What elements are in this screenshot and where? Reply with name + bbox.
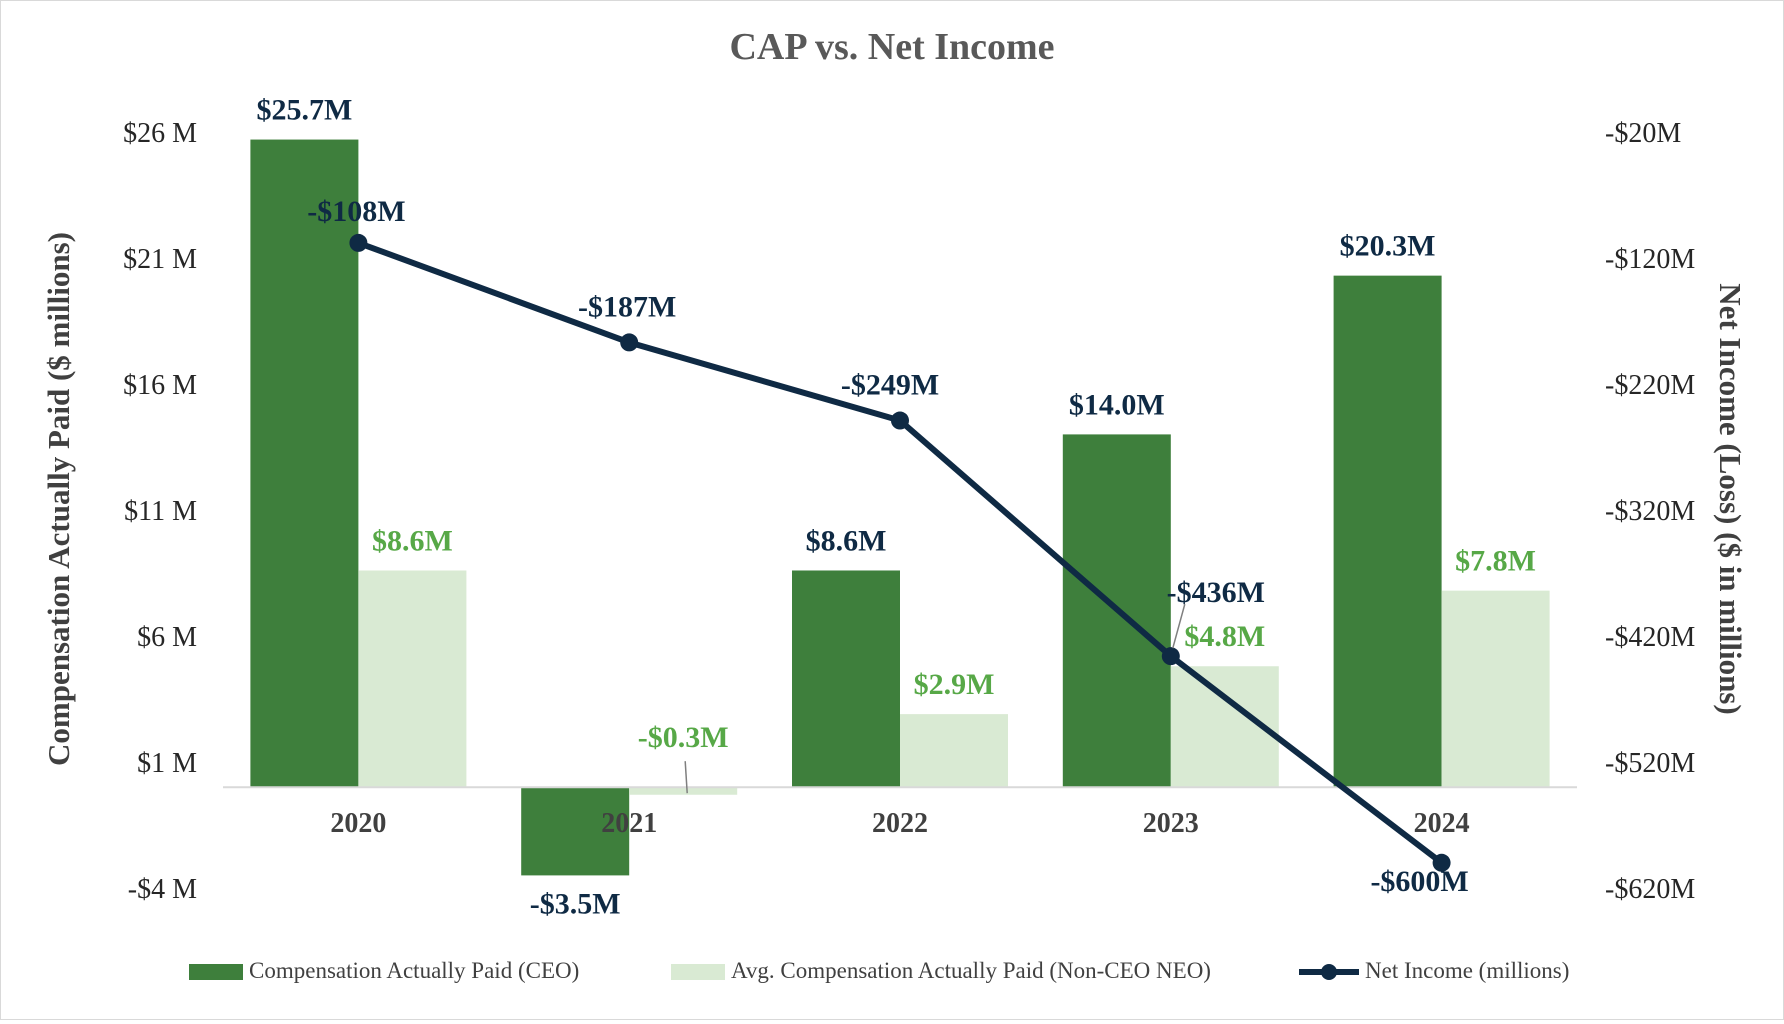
right-axis-tick: -$220M (1605, 370, 1695, 401)
legend-label-net-income: Net Income (millions) (1365, 958, 1569, 983)
ceo-cap-data-label: $20.3M (1340, 230, 1436, 263)
left-axis-tick: $1 M (137, 748, 197, 779)
neo-cap-bar (629, 787, 738, 795)
net-income-data-label: -$187M (578, 290, 676, 323)
neo-cap-data-label: $7.8M (1455, 545, 1536, 578)
x-axis-tick: 2022 (872, 808, 928, 839)
neo-cap-data-label: -$0.3M (638, 721, 729, 754)
right-axis-tick: -$320M (1605, 496, 1695, 527)
net-income-label-leader-line (1172, 603, 1186, 649)
legend-label-ceo: Compensation Actually Paid (CEO) (249, 958, 579, 983)
left-axis-tick: $21 M (123, 244, 197, 275)
right-axis-tick: -$20M (1605, 118, 1681, 149)
ceo-cap-bar (792, 570, 900, 788)
neo-cap-bar (1441, 590, 1550, 788)
net-income-data-label: -$249M (841, 369, 939, 402)
right-axis-tick: -$420M (1605, 622, 1695, 653)
neo-label-leader-line (684, 761, 688, 794)
left-axis-tick: $26 M (123, 118, 197, 149)
left-axis-tick: $16 M (123, 370, 197, 401)
neo-cap-bar (900, 714, 1008, 788)
ceo-cap-bar (250, 139, 359, 788)
ceo-cap-bar (521, 787, 630, 876)
legend-swatch-ceo (189, 964, 243, 980)
x-axis-tick: 2021 (601, 808, 657, 839)
net-income-data-label: -$600M (1370, 865, 1468, 898)
x-axis-tick: 2024 (1414, 808, 1470, 839)
net-income-point (891, 411, 909, 430)
left-axis-tick: $6 M (137, 622, 197, 653)
net-income-point (1161, 647, 1180, 666)
right-axis-title: Net Income (Loss) ($ in millions) (1713, 283, 1748, 714)
legend-label-neo: Avg. Compensation Actually Paid (Non-CEO… (731, 958, 1211, 983)
right-axis-tick: -$120M (1605, 244, 1695, 275)
neo-cap-data-label: $8.6M (372, 524, 453, 557)
legend-swatch-net-income-marker (1321, 964, 1337, 980)
ceo-cap-data-label: $8.6M (806, 524, 887, 557)
legend-swatch-neo (671, 964, 725, 980)
right-axis-tick: -$620M (1605, 874, 1695, 905)
ceo-cap-data-label: -$3.5M (530, 887, 621, 920)
left-axis-tick: $11 M (124, 496, 197, 527)
neo-cap-data-label: $2.9M (914, 668, 995, 701)
x-axis-tick: 2023 (1143, 808, 1199, 839)
net-income-data-label: -$436M (1167, 576, 1265, 609)
net-income-point (620, 333, 639, 352)
x-axis-tick: 2020 (330, 808, 386, 839)
net-income-data-label: -$108M (307, 195, 405, 228)
net-income-point (349, 233, 368, 252)
neo-cap-data-label: $4.8M (1184, 620, 1265, 653)
left-axis-title: Compensation Actually Paid ($ millions) (41, 232, 76, 766)
left-axis-tick: -$4 M (128, 874, 197, 905)
ceo-cap-data-label: $25.7M (256, 94, 352, 127)
chart-title: CAP vs. Net Income (729, 26, 1054, 68)
net-income-point (1432, 853, 1451, 872)
ceo-cap-data-label: $14.0M (1069, 388, 1165, 421)
ceo-cap-bar (1333, 275, 1442, 788)
right-axis-tick: -$520M (1605, 748, 1695, 779)
neo-cap-bar (358, 570, 467, 788)
